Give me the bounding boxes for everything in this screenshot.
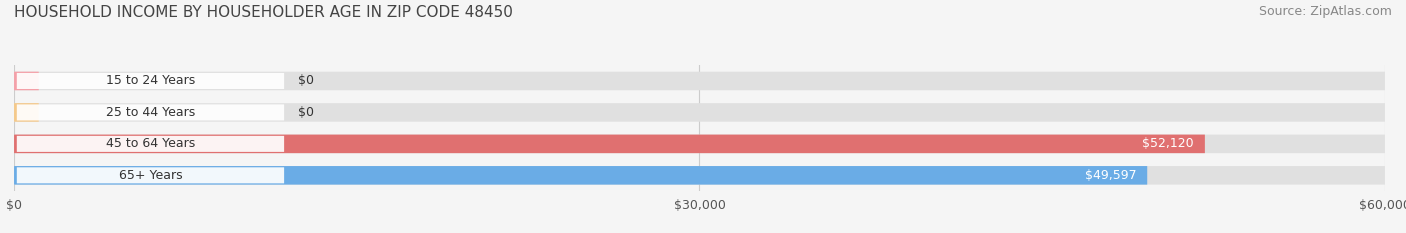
Text: $49,597: $49,597 (1084, 169, 1136, 182)
Text: 65+ Years: 65+ Years (118, 169, 183, 182)
Text: 25 to 44 Years: 25 to 44 Years (105, 106, 195, 119)
FancyBboxPatch shape (14, 103, 1385, 122)
Text: $52,120: $52,120 (1142, 137, 1194, 150)
FancyBboxPatch shape (14, 135, 1205, 153)
Text: Source: ZipAtlas.com: Source: ZipAtlas.com (1258, 5, 1392, 18)
FancyBboxPatch shape (14, 72, 1385, 90)
FancyBboxPatch shape (17, 73, 284, 89)
Text: $0: $0 (298, 75, 314, 87)
FancyBboxPatch shape (17, 136, 284, 152)
Text: $0: $0 (298, 106, 314, 119)
FancyBboxPatch shape (17, 104, 284, 120)
Text: 15 to 24 Years: 15 to 24 Years (105, 75, 195, 87)
FancyBboxPatch shape (14, 72, 39, 90)
Text: 45 to 64 Years: 45 to 64 Years (105, 137, 195, 150)
Text: HOUSEHOLD INCOME BY HOUSEHOLDER AGE IN ZIP CODE 48450: HOUSEHOLD INCOME BY HOUSEHOLDER AGE IN Z… (14, 5, 513, 20)
FancyBboxPatch shape (14, 135, 1385, 153)
FancyBboxPatch shape (14, 166, 1385, 185)
FancyBboxPatch shape (14, 166, 1147, 185)
FancyBboxPatch shape (14, 103, 39, 122)
FancyBboxPatch shape (17, 167, 284, 183)
